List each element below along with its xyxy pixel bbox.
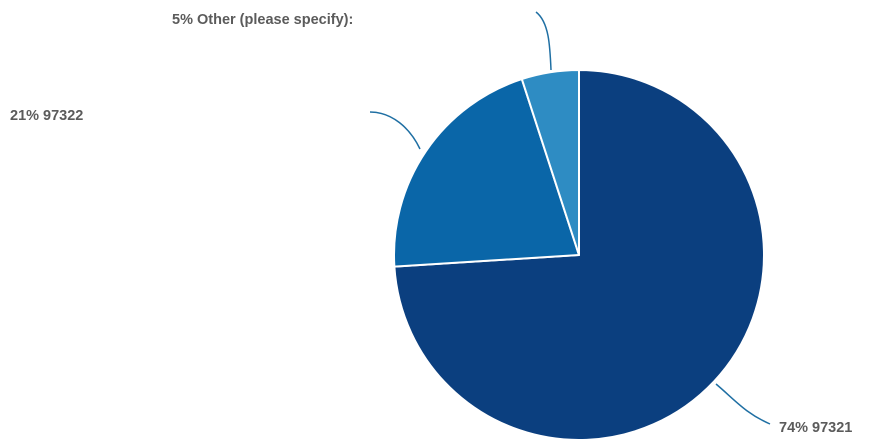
pie-slice-97322 bbox=[393, 78, 580, 268]
leader-line-other bbox=[535, 11, 552, 71]
pie-slices bbox=[393, 69, 765, 441]
pie-slice-other-please-specify bbox=[520, 69, 580, 256]
leader-line-97321 bbox=[715, 383, 771, 425]
slice-label-97321: 74% 97321 bbox=[779, 420, 852, 436]
leader-lines bbox=[369, 11, 771, 425]
leader-line-97322 bbox=[369, 111, 421, 150]
slice-label-97322: 21% 97322 bbox=[10, 108, 83, 124]
slice-labels: 74% 97321 21% 97322 5% Other (please spe… bbox=[10, 12, 852, 436]
slice-label-other: 5% Other (please specify): bbox=[172, 12, 353, 28]
